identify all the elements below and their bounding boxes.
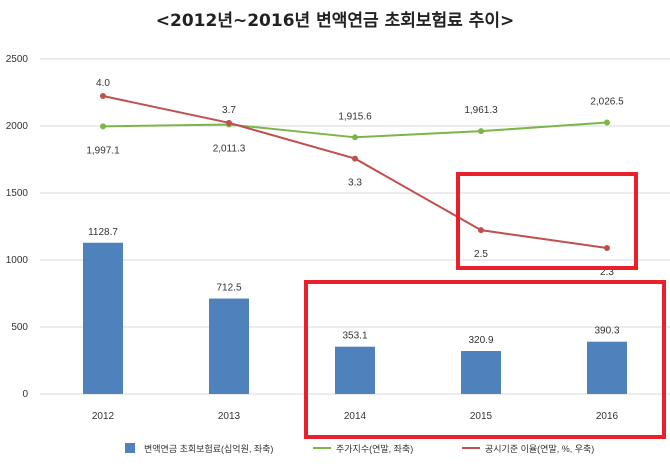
bar-data-label: 353.1 [342, 331, 367, 342]
chart-title: <2012년~2016년 변액연금 초회보험료 추이> [155, 11, 515, 31]
y-axis-ticks: 0 500 1000 1500 2000 2500 [6, 54, 29, 400]
x-tick-label: 2013 [218, 411, 241, 422]
legend-swatch [125, 443, 135, 453]
line-data-label: 3.7 [222, 105, 236, 116]
line-point [100, 93, 106, 99]
line-point [100, 123, 106, 130]
line-point [352, 134, 358, 141]
line-point [478, 227, 484, 234]
line-data-label: 3.3 [348, 178, 362, 189]
line-data-label: 4.0 [96, 78, 110, 89]
line-data-label: 2,026.5 [590, 96, 624, 107]
legend-label: 주가지수(연말, 좌축) [336, 443, 413, 454]
bar-data-label: 1128.7 [88, 227, 118, 238]
bar-series [83, 242, 627, 394]
y-tick-label: 2500 [6, 54, 29, 65]
bar-data-label: 390.3 [594, 326, 619, 337]
x-tick-label: 2016 [596, 411, 619, 422]
legend-label: 공시기준 이율(연말, %, 우축) [485, 443, 594, 454]
highlight-box [456, 172, 638, 270]
gridlines [40, 58, 670, 395]
bar-data-label: 320.9 [468, 335, 493, 346]
line-data-label: 1,997.1 [86, 145, 120, 156]
line-data-label: 1,915.6 [338, 111, 372, 122]
line-data-label: 1,961.3 [464, 105, 498, 116]
line-point [478, 128, 484, 135]
bar [335, 346, 375, 394]
y-tick-label: 1000 [6, 255, 29, 266]
x-tick-label: 2015 [470, 411, 493, 422]
legend-label: 변액연금 초회보험료(십억원, 좌축) [144, 443, 273, 454]
highlight-boxes [304, 172, 666, 439]
bar [461, 350, 501, 394]
y-tick-label: 500 [11, 322, 28, 333]
line-data-label: 2,011.3 [213, 143, 246, 154]
line-data-label: 2.5 [474, 249, 488, 260]
line-point [604, 245, 610, 251]
line-point [604, 119, 610, 126]
bar-data-labels: 1128.7 712.5 353.1 320.9 390.3 [88, 227, 620, 346]
bar [209, 298, 249, 394]
x-tick-label: 2012 [92, 411, 115, 422]
bar [587, 341, 627, 394]
y-tick-label: 2000 [6, 121, 29, 132]
bar-data-label: 712.5 [216, 283, 241, 294]
y-tick-label: 1500 [6, 188, 29, 199]
line-data-label: 2.3 [600, 267, 614, 278]
line-series: 1,997.1 2,011.3 1,915.6 1,961.3 2,026.5 4.0 3.… [86, 78, 624, 278]
x-axis-ticks: 2012 2013 2014 2015 2016 [92, 411, 619, 422]
y-tick-label: 0 [22, 389, 28, 400]
line-point [226, 119, 232, 126]
x-tick-label: 2014 [344, 411, 367, 422]
line-point [352, 155, 358, 162]
bar [83, 242, 123, 394]
legend: 변액연금 초회보험료(십억원, 좌축) 주가지수(연말, 좌축) 공시기준 이율(연… [125, 443, 594, 454]
highlight-box [304, 280, 666, 439]
